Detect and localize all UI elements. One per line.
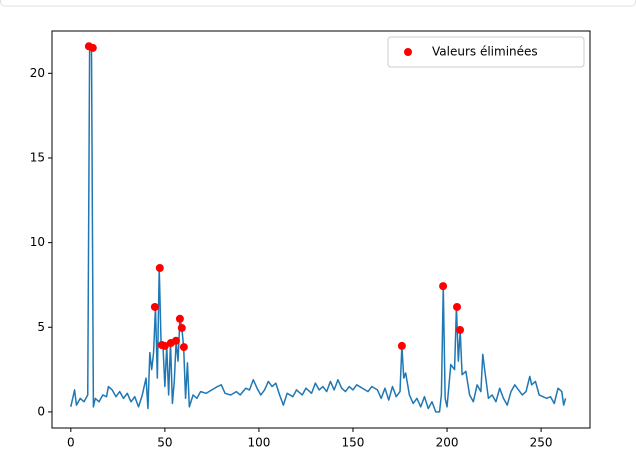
scatter-point [88, 43, 97, 52]
y-tick-label: 20 [30, 66, 45, 80]
scatter-point [175, 314, 184, 323]
plot-frame [51, 30, 591, 429]
y-tick-label: 0 [37, 404, 45, 418]
cell-border [0, 0, 636, 7]
scatter-point [155, 264, 164, 273]
legend-marker [404, 48, 412, 56]
x-tick-label: 100 [247, 436, 270, 450]
scatter-point [456, 325, 465, 334]
legend-label: Valeurs éliminées [432, 45, 538, 59]
scatter-point [150, 302, 159, 311]
x-tick-label: 250 [530, 436, 553, 450]
legend-box [387, 36, 585, 68]
scatter-point [160, 341, 169, 350]
x-tick-label: 150 [342, 436, 365, 450]
scatter-point [179, 343, 188, 352]
x-tick-label: 200 [436, 436, 459, 450]
line-series [70, 45, 567, 413]
scatter-point [453, 302, 462, 311]
y-tick-label: 5 [37, 320, 45, 334]
x-tick-label: 50 [157, 436, 172, 450]
scatter-point [397, 341, 406, 350]
y-tick-label: 10 [30, 235, 45, 249]
x-tick-label: 0 [67, 436, 75, 450]
scatter-point [177, 323, 186, 332]
scatter-point [171, 336, 180, 345]
y-tick-label: 15 [30, 150, 45, 164]
scatter-point [439, 282, 448, 291]
